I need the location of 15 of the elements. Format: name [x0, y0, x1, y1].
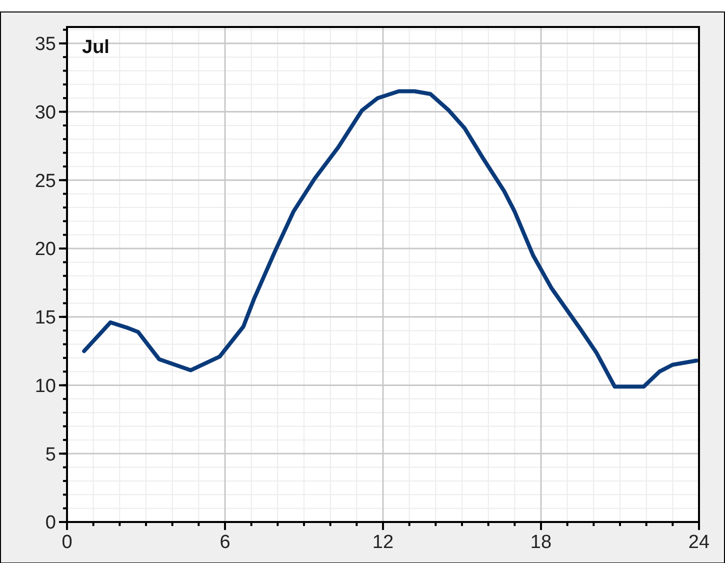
- x-tick-label: 18: [530, 532, 552, 553]
- y-tick-label: 25: [34, 170, 56, 192]
- line-series: [82, 89, 698, 389]
- y-tick-label: 20: [34, 239, 56, 260]
- x-tick-label: 6: [220, 532, 230, 553]
- y-tick-label: 15: [34, 308, 56, 329]
- y-tick-label: 0: [45, 512, 56, 534]
- y-tick-label: 5: [45, 444, 56, 466]
- x-tick-label: 24: [688, 532, 710, 553]
- y-tick-label: 10: [34, 376, 56, 397]
- y-tick-label: 35: [34, 34, 56, 56]
- x-tick-label: 12: [372, 532, 394, 553]
- x-tick-label: 0: [62, 532, 72, 553]
- text: Jul: [82, 37, 110, 58]
- y-tick-label: 30: [34, 102, 56, 124]
